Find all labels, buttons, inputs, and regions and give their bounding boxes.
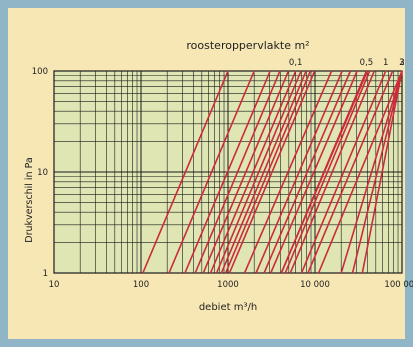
series-line — [317, 70, 403, 274]
series-line — [255, 70, 343, 274]
y-axis-label: Drukverschil in Pa — [24, 157, 35, 242]
series-line — [270, 70, 358, 274]
series-line — [243, 70, 333, 274]
area-label: 2 — [399, 58, 404, 68]
y-tick-label: 1 — [43, 269, 48, 279]
series-line — [194, 70, 281, 274]
series-line — [215, 70, 302, 274]
series-line — [340, 70, 403, 274]
series-line — [224, 70, 312, 274]
x-tick-label: 1000 — [217, 280, 239, 290]
series-line — [361, 70, 403, 274]
series-line — [289, 70, 376, 274]
y-tick-label: 10 — [37, 168, 48, 178]
series-line — [228, 70, 316, 274]
area-label: 1 — [383, 58, 388, 68]
x-tick-label: 10 — [49, 280, 60, 290]
x-tick-label: 100 — [133, 280, 149, 290]
series-line — [307, 70, 394, 274]
series-line — [300, 70, 387, 274]
area-labels: 0,1 0,5 1 23 — [289, 58, 405, 68]
y-tick-label: 100 — [32, 67, 48, 77]
series-line — [202, 70, 290, 274]
x-tick-label: 10 000 — [300, 280, 330, 290]
x-axis-label: debiet m³/h — [199, 302, 257, 313]
series-line — [351, 70, 403, 274]
series-line — [184, 70, 271, 274]
series-line — [280, 70, 369, 274]
series-line — [209, 70, 297, 274]
series-line — [142, 70, 229, 274]
series-line — [168, 70, 255, 274]
series-line — [284, 70, 371, 274]
series-lines — [142, 70, 403, 274]
area-label: 3 — [399, 58, 404, 68]
area-label: 0,1 — [289, 58, 303, 68]
series-line — [220, 70, 307, 274]
series-line — [263, 70, 352, 274]
area-label: 0,5 — [360, 58, 374, 68]
x-tick-label: 100 000 — [384, 280, 413, 290]
chart-title: roosteroppervlakte m² — [186, 39, 309, 52]
